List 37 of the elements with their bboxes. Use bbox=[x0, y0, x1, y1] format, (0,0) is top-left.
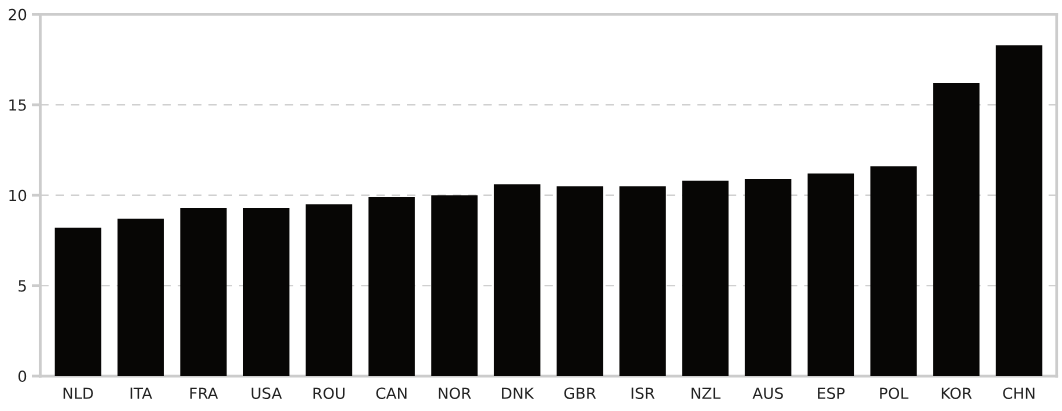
y-tick-label: 20 bbox=[8, 8, 27, 21]
x-tick-label: ROU bbox=[313, 387, 345, 399]
bar bbox=[243, 207, 290, 377]
bar bbox=[682, 180, 729, 377]
bar bbox=[619, 186, 666, 377]
bar bbox=[995, 45, 1043, 377]
y-tick-label: 5 bbox=[18, 280, 26, 292]
bar bbox=[870, 166, 917, 377]
bar bbox=[117, 218, 164, 377]
x-tick-label: NLD bbox=[63, 387, 93, 399]
x-tick-label: AUS bbox=[752, 387, 783, 399]
x-tick-label: USA bbox=[251, 387, 282, 399]
x-tick-label: CAN bbox=[376, 387, 407, 399]
x-tick-label: DNK bbox=[502, 387, 535, 399]
bar bbox=[180, 207, 227, 377]
bar bbox=[933, 83, 980, 377]
x-tick-label: NZL bbox=[691, 387, 721, 399]
bar bbox=[493, 184, 541, 377]
x-tick-label: ESP bbox=[818, 387, 845, 399]
x-tick-label: ISR bbox=[631, 387, 655, 399]
bar bbox=[305, 204, 353, 377]
x-tick-label: ITA bbox=[130, 387, 153, 399]
x-tick-label: CHN bbox=[1003, 387, 1035, 399]
bar bbox=[431, 195, 478, 377]
bar bbox=[744, 178, 792, 377]
x-tick-label: POL bbox=[880, 387, 909, 399]
y-tick-label: 10 bbox=[9, 189, 27, 202]
x-tick-label: NOR bbox=[438, 387, 472, 399]
bar bbox=[368, 197, 415, 377]
bar bbox=[54, 227, 102, 377]
x-tick-label: FRA bbox=[190, 387, 218, 399]
y-tick-label: 15 bbox=[9, 99, 26, 111]
bar bbox=[807, 173, 855, 377]
x-tick-label: GBR bbox=[564, 387, 596, 399]
bar bbox=[556, 186, 604, 377]
y-tick-label: 0 bbox=[18, 370, 27, 383]
x-tick-label: KOR bbox=[941, 387, 972, 399]
